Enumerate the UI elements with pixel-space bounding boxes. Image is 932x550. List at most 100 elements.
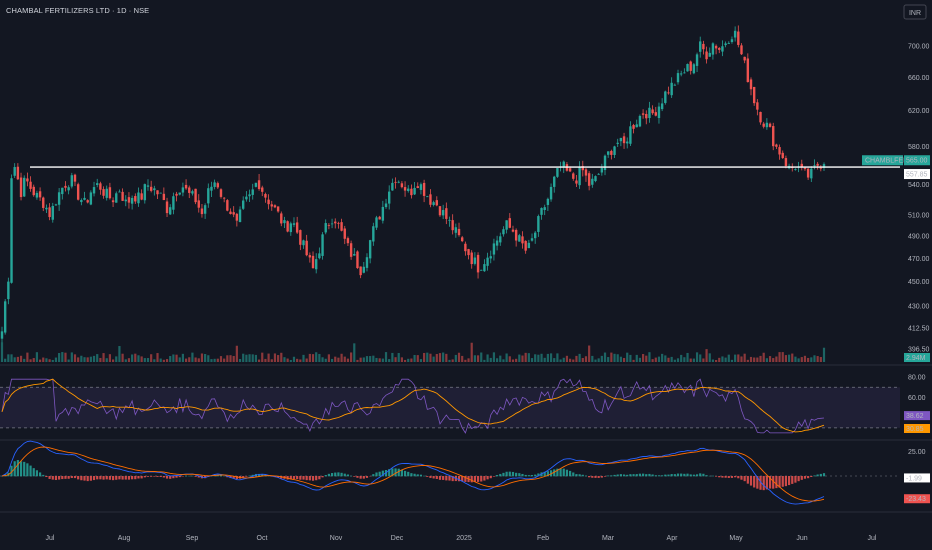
candle-body	[229, 211, 232, 214]
volume-bar	[768, 356, 772, 362]
volume-bar	[705, 349, 708, 362]
macd-hist-bar	[219, 475, 223, 477]
volume-bar	[794, 356, 797, 362]
volume-bar	[200, 353, 204, 362]
macd-hist-bar	[54, 476, 58, 481]
candle-body	[464, 243, 467, 252]
macd-hist-bar	[340, 472, 343, 477]
volume-bar	[578, 353, 581, 362]
candle-body	[772, 126, 775, 147]
volume-label: 2.94M	[906, 355, 926, 362]
macd-hist-bar	[781, 476, 784, 487]
volume-bar	[10, 354, 13, 362]
macd-hist-bar	[645, 474, 648, 477]
date-tick-11: Jun	[796, 535, 807, 542]
macd-hist-bar	[651, 474, 654, 477]
macd-hist-bar	[442, 476, 445, 480]
macd-hist-bar	[737, 476, 740, 479]
candle-body	[657, 106, 661, 118]
price-tick-8: 450.00	[908, 279, 930, 286]
volume-bar	[394, 357, 397, 362]
macd-hist-bar	[359, 476, 362, 479]
candle-body	[537, 216, 540, 232]
volume-bar	[143, 358, 146, 362]
macd-hist-bar	[165, 476, 169, 479]
volume-bar	[607, 357, 610, 362]
date-tick-12: Jul	[868, 535, 877, 542]
candle-body	[3, 301, 7, 333]
volume-bar	[353, 343, 356, 362]
volume-bar	[588, 345, 591, 362]
volume-bar	[51, 359, 54, 362]
candle-body	[51, 205, 54, 220]
macd-hist-bar	[410, 473, 413, 477]
macd-hist-bar	[102, 476, 105, 480]
volume-label-bg	[904, 353, 930, 362]
macd-hist-bar	[641, 473, 645, 477]
macd-hist-bar	[131, 476, 134, 480]
macd-value-label-0: -1.99	[906, 475, 922, 482]
candle-body	[514, 229, 518, 241]
volume-bar	[457, 352, 461, 362]
volume-bar	[140, 356, 143, 362]
macd-hist-bar	[607, 475, 610, 477]
candle-body	[638, 115, 642, 127]
volume-bar	[191, 352, 194, 362]
volume-bar	[816, 356, 819, 362]
candle-body	[391, 182, 394, 191]
candle-body	[480, 269, 483, 271]
volume-bar	[384, 352, 388, 362]
candle-body	[362, 266, 366, 273]
macd-hist-bar	[635, 474, 638, 477]
macd-hist-bar	[787, 476, 791, 486]
candle-body	[426, 196, 429, 198]
volume-bar	[223, 358, 226, 362]
candle-body	[324, 223, 327, 233]
candle-body	[10, 178, 13, 283]
volume-bar	[388, 359, 391, 362]
volume-bar	[787, 354, 791, 362]
candle-body	[721, 46, 724, 52]
candle-body	[111, 200, 115, 203]
volume-bar	[273, 353, 277, 362]
macd-hist-bar	[524, 474, 527, 477]
volume-bar	[334, 356, 337, 362]
candle-body	[57, 192, 61, 205]
candle-body	[245, 196, 248, 200]
candle-body	[340, 222, 343, 231]
candle-body	[781, 152, 784, 158]
macd-hist-bar	[51, 476, 54, 480]
volume-bar	[378, 358, 381, 362]
volume-bar	[296, 358, 299, 362]
volume-bar	[581, 358, 584, 362]
macd-hist-bar	[429, 476, 432, 478]
candle-body	[407, 188, 410, 192]
macd-hist-bar	[356, 476, 359, 478]
macd-hist-bar	[445, 476, 448, 481]
volume-bar	[670, 356, 673, 362]
macd-hist-bar	[353, 476, 356, 477]
volume-bar	[473, 355, 476, 362]
volume-bar	[470, 342, 473, 362]
volume-bar	[822, 347, 826, 362]
volume-bar	[26, 352, 29, 362]
volume-bar	[518, 354, 521, 362]
macd-hist-bar	[311, 476, 315, 481]
candle-body	[337, 222, 340, 224]
volume-bar	[216, 358, 219, 362]
candle-body	[102, 189, 105, 196]
macd-hist-bar	[483, 476, 486, 481]
candle-body	[330, 223, 334, 225]
volume-bar	[77, 357, 80, 362]
candle-body	[562, 161, 565, 168]
candle-body	[384, 203, 388, 208]
candle-body	[86, 200, 89, 203]
macd-hist-bar	[124, 476, 127, 480]
candle-body	[289, 223, 293, 233]
candle-body	[641, 113, 645, 115]
macd-hist-bar	[489, 476, 492, 479]
volume-bar	[318, 353, 321, 362]
volume-bar	[489, 357, 492, 362]
